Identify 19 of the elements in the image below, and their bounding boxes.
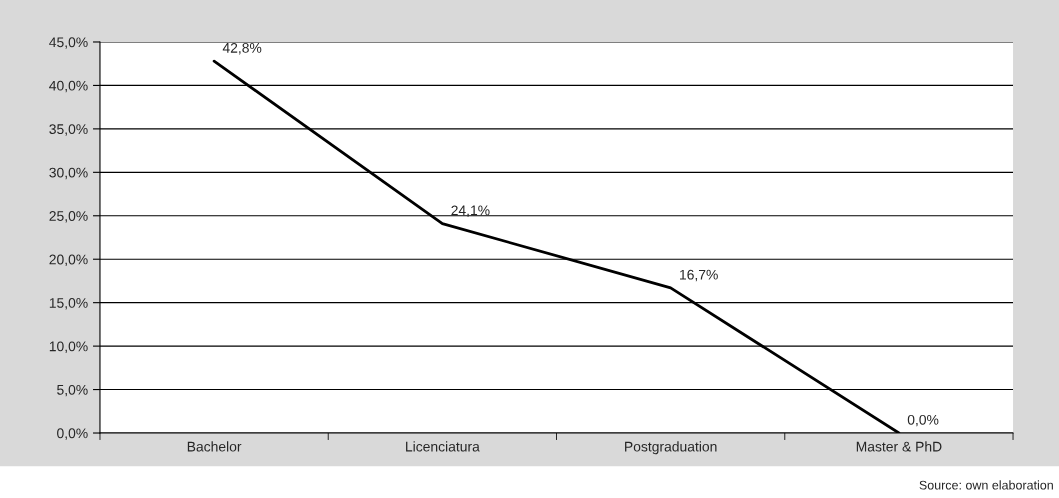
x-tick-label: Master & PhD bbox=[856, 441, 942, 452]
x-tick-label: Licenciatura bbox=[406, 441, 480, 452]
x-tick-label: Bachelor bbox=[187, 441, 242, 452]
x-tick-label: Postgraduation bbox=[625, 441, 717, 455]
y-tick-label: 40,0% bbox=[49, 80, 88, 93]
y-tick-label: 5,0% bbox=[57, 384, 88, 397]
y-tick-label: 0,0% bbox=[57, 428, 88, 440]
y-tick-label: 30,0% bbox=[49, 167, 88, 180]
y-tick-label: 45,0% bbox=[49, 37, 88, 49]
data-label: 16,7% bbox=[680, 269, 718, 282]
y-tick-label: 15,0% bbox=[49, 298, 88, 310]
data-label: 24,1% bbox=[451, 205, 490, 217]
y-tick-label: 20,0% bbox=[49, 254, 88, 267]
y-tick-label: 10,0% bbox=[49, 341, 88, 353]
y-tick-label: 25,0% bbox=[49, 211, 88, 223]
y-tick-label: 35,0% bbox=[49, 124, 88, 136]
data-label: 42,8% bbox=[222, 42, 262, 55]
source-note: Source: own elaboration bbox=[919, 480, 1053, 490]
data-label: 0,0% bbox=[907, 414, 939, 427]
